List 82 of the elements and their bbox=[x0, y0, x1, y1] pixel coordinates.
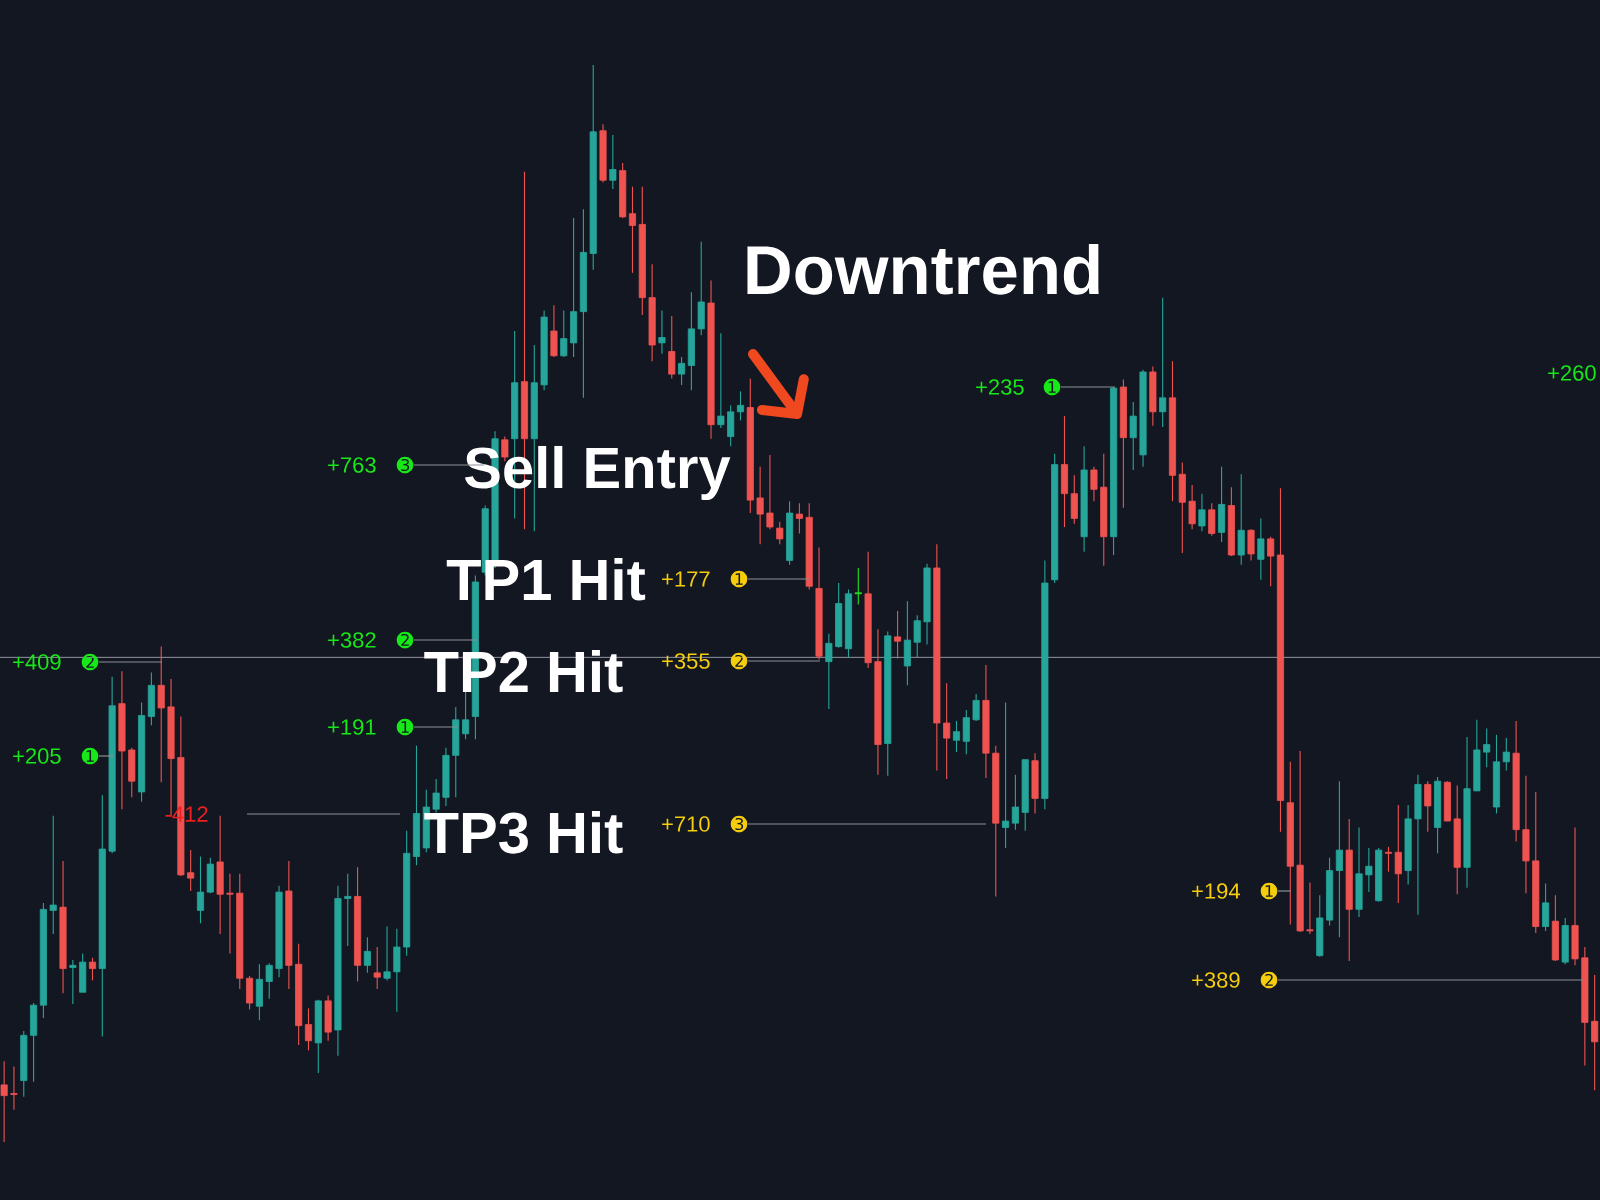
candlestick bbox=[658, 310, 666, 355]
candlestick bbox=[265, 962, 273, 1000]
candlestick bbox=[1247, 528, 1255, 561]
candlestick bbox=[894, 610, 902, 659]
candlestick bbox=[363, 936, 371, 974]
candlestick bbox=[1002, 702, 1010, 849]
candlestick bbox=[1542, 882, 1550, 932]
candlestick bbox=[1267, 536, 1275, 587]
annotation: +194 bbox=[1192, 883, 1240, 899]
annotation: ➊ bbox=[730, 570, 748, 588]
annotation: ➊ bbox=[396, 718, 414, 736]
candlestick bbox=[972, 693, 980, 722]
candlestick bbox=[609, 134, 617, 190]
candlestick bbox=[432, 778, 440, 813]
annotation: +763 bbox=[328, 457, 376, 473]
candlestick bbox=[1394, 804, 1402, 904]
annotation: ➌ bbox=[396, 456, 414, 474]
candlestick bbox=[304, 1007, 313, 1051]
candlestick bbox=[69, 959, 77, 1005]
candlestick bbox=[560, 310, 568, 358]
candlestick bbox=[1159, 297, 1167, 428]
candlestick bbox=[678, 356, 686, 386]
candlestick bbox=[1502, 737, 1510, 771]
annotation: +409 bbox=[13, 654, 61, 670]
candlestick bbox=[825, 633, 833, 710]
candlestick bbox=[1011, 774, 1019, 831]
annotation: TP1 Hit bbox=[446, 557, 646, 601]
candlestick bbox=[1090, 466, 1098, 502]
annotation: ➋ bbox=[1260, 971, 1278, 989]
candlestick bbox=[913, 614, 921, 658]
annotation: ➋ bbox=[81, 653, 99, 671]
annotation: +191 bbox=[328, 719, 376, 735]
candlestick bbox=[1384, 846, 1393, 873]
candlestick bbox=[717, 332, 725, 429]
candlestick bbox=[1424, 780, 1432, 833]
annotation: +235 bbox=[976, 379, 1024, 395]
candlestick bbox=[1129, 401, 1137, 471]
annotation: +177 bbox=[662, 571, 710, 587]
candlestick bbox=[196, 856, 205, 924]
candlestick bbox=[383, 926, 391, 981]
candlestick bbox=[1198, 493, 1206, 532]
candlestick bbox=[776, 521, 784, 545]
annotation: ➊ bbox=[1043, 378, 1061, 396]
annotation: ➋ bbox=[730, 652, 748, 670]
annotation: ➊ bbox=[81, 747, 99, 765]
candlestick bbox=[0, 1060, 8, 1143]
annotation: +389 bbox=[1192, 972, 1240, 988]
annotation: ➋ bbox=[396, 631, 414, 649]
annotation: Downtrend bbox=[747, 243, 1099, 295]
candlestick bbox=[1306, 881, 1314, 935]
candlestick bbox=[854, 567, 862, 606]
candlestick bbox=[88, 957, 97, 981]
candlestick bbox=[1208, 502, 1216, 537]
annotation: +382 bbox=[328, 632, 376, 648]
candlestick bbox=[1335, 780, 1343, 938]
candlestick bbox=[49, 815, 57, 935]
candlestick bbox=[157, 646, 165, 783]
candlestick bbox=[628, 186, 637, 274]
candlestick bbox=[373, 946, 381, 990]
candlestick bbox=[952, 720, 961, 753]
candlestick bbox=[344, 873, 352, 947]
candlestick bbox=[736, 390, 745, 421]
candlestick bbox=[1188, 484, 1196, 530]
candlestick bbox=[668, 315, 676, 379]
annotation: +355 bbox=[662, 653, 710, 669]
candlestick bbox=[795, 502, 803, 535]
candlestick bbox=[1257, 517, 1265, 581]
annotation: ➊ bbox=[1260, 882, 1278, 900]
candlestick bbox=[943, 682, 951, 780]
candlestick bbox=[756, 466, 764, 545]
candlestick bbox=[1591, 974, 1599, 1091]
candlestick bbox=[1483, 727, 1491, 768]
candlestick bbox=[10, 1066, 18, 1111]
candlestick bbox=[226, 873, 234, 955]
candlestick bbox=[962, 709, 970, 755]
candlestick bbox=[766, 454, 774, 530]
annotation: +205 bbox=[13, 748, 61, 764]
candlestick bbox=[187, 849, 195, 892]
annotation: +710 bbox=[662, 816, 710, 832]
annotation: +260 bbox=[1548, 365, 1596, 381]
candlestick bbox=[1365, 847, 1373, 893]
annotation: ➌ bbox=[730, 815, 748, 833]
